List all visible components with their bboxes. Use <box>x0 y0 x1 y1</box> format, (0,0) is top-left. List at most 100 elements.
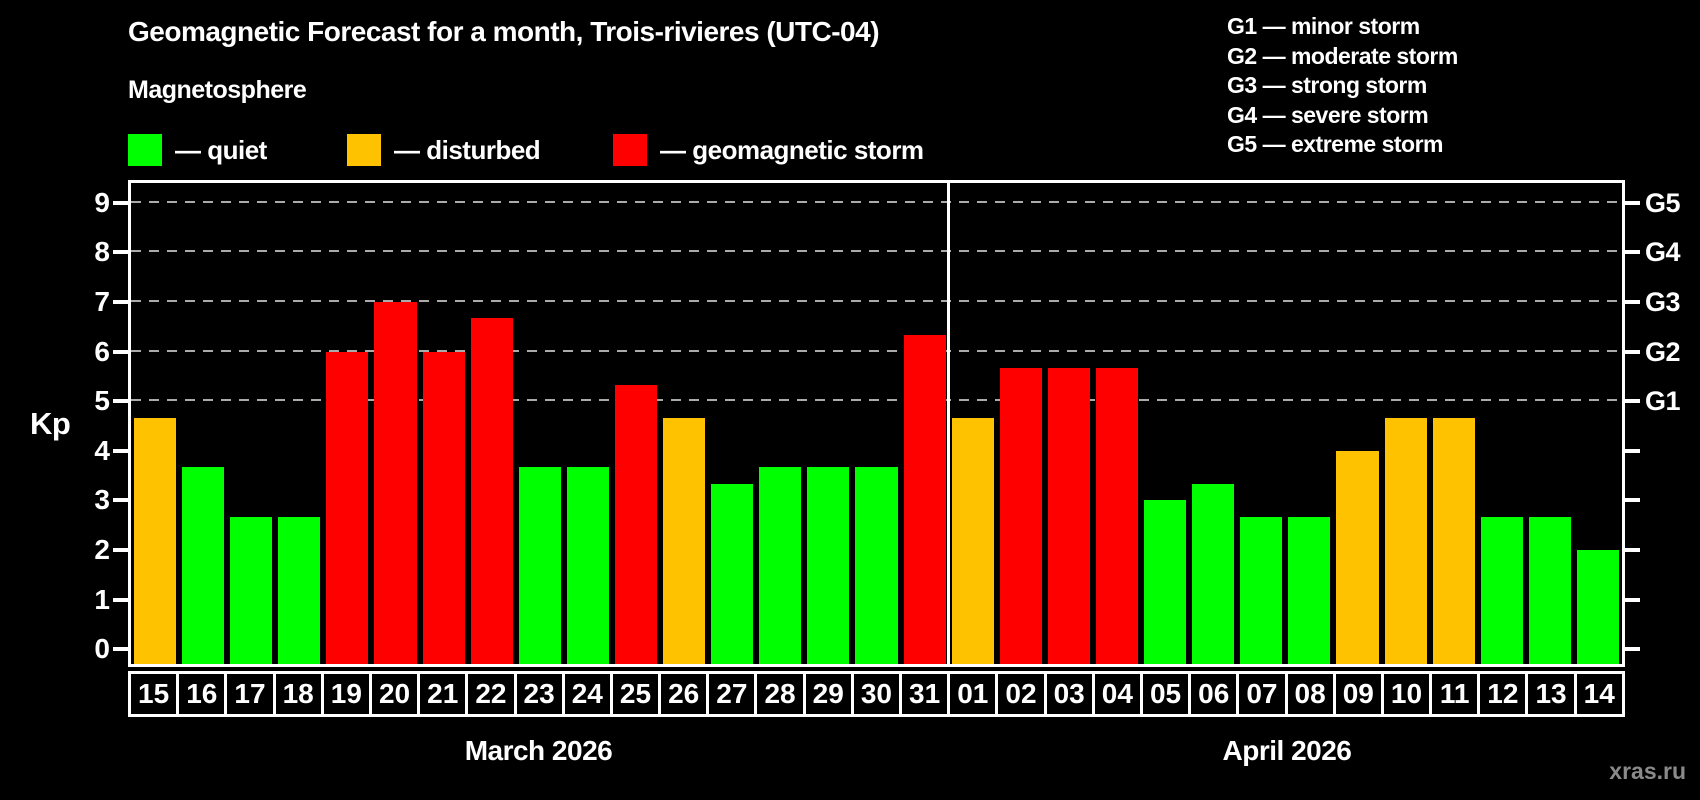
g-axis-label-G5: G5 <box>1645 187 1681 218</box>
y-tick-label-0: 0 <box>94 633 110 665</box>
g-legend-line: G3 — strong storm <box>1227 72 1427 98</box>
date-box-15: 15 <box>128 671 180 717</box>
right-tick-4 <box>1625 448 1640 453</box>
y-tick-label-2: 2 <box>94 533 110 565</box>
date-box-17: 17 <box>224 671 276 717</box>
gridline-kp-7 <box>131 300 1622 303</box>
left-tick-7 <box>113 300 128 304</box>
kp-bar-day-16 <box>182 467 225 664</box>
g-legend-line: G2 — moderate storm <box>1227 42 1458 69</box>
kp-bar-day-13 <box>1528 516 1571 664</box>
right-tick-2 <box>1625 547 1640 552</box>
kp-bar-day-02 <box>999 367 1042 664</box>
kp-bar-day-05 <box>1144 500 1187 664</box>
left-tick-6 <box>113 349 128 354</box>
y-tick-label-8: 8 <box>94 236 110 268</box>
date-box-23: 23 <box>513 671 565 717</box>
g-axis-label-G2: G2 <box>1645 336 1681 367</box>
gridline-kp-9 <box>131 200 1622 203</box>
y-tick-label-6: 6 <box>94 335 110 367</box>
kp-bar-day-28 <box>759 467 802 664</box>
legend-label: — disturbed <box>394 134 541 165</box>
kp-bar-day-25 <box>614 384 658 664</box>
date-box-25: 25 <box>609 671 662 717</box>
left-tick-5 <box>113 399 128 404</box>
date-box-08: 08 <box>1284 671 1336 717</box>
kp-bar-day-08 <box>1288 516 1331 664</box>
date-box-29: 29 <box>802 671 854 717</box>
left-tick-1 <box>113 597 128 602</box>
left-tick-0 <box>113 647 128 652</box>
right-tick-1 <box>1625 597 1640 602</box>
date-box-24: 24 <box>561 671 613 717</box>
date-box-21: 21 <box>417 671 469 717</box>
date-box-13: 13 <box>1525 671 1577 717</box>
right-tick-3 <box>1625 498 1640 503</box>
plot-area <box>128 180 1625 667</box>
date-box-04: 04 <box>1091 671 1143 717</box>
kp-bar-day-21 <box>422 351 465 664</box>
kp-bar-day-11 <box>1432 417 1475 664</box>
legend-label: — geomagnetic storm <box>660 134 924 165</box>
date-box-05: 05 <box>1139 671 1192 717</box>
date-box-28: 28 <box>754 671 806 717</box>
kp-bar-day-19 <box>326 351 369 664</box>
g-legend-line: G4 — severe storm <box>1227 101 1429 128</box>
kp-bar-day-12 <box>1480 516 1523 664</box>
right-tick-5 <box>1625 399 1640 404</box>
date-box-11: 11 <box>1429 671 1481 717</box>
kp-bar-day-10 <box>1384 417 1427 664</box>
date-box-10: 10 <box>1380 671 1433 717</box>
gridline-kp-5 <box>131 399 1622 402</box>
right-tick-0 <box>1625 647 1640 652</box>
y-tick-label-9: 9 <box>94 186 110 218</box>
kp-bar-day-27 <box>711 484 754 664</box>
storm-swatch-icon <box>613 134 647 166</box>
y-axis-label: Kp <box>30 406 71 441</box>
kp-bar-day-09 <box>1336 450 1379 664</box>
y-tick-label-1: 1 <box>94 583 110 615</box>
kp-bar-day-20 <box>374 302 417 664</box>
legend-item-storm: — geomagnetic storm <box>613 133 924 167</box>
y-tick-label-7: 7 <box>94 286 110 317</box>
date-box-07: 07 <box>1236 671 1288 717</box>
month-label-march: March 2026 <box>464 735 613 766</box>
date-box-26: 26 <box>658 671 710 717</box>
g-legend-line: G1 — minor storm <box>1227 13 1420 39</box>
kp-bar-day-22 <box>470 318 513 664</box>
date-box-20: 20 <box>368 671 421 717</box>
page-title: Geomagnetic Forecast for a month, Trois-… <box>128 16 880 47</box>
date-box-02: 02 <box>995 671 1047 717</box>
legend-label: — quiet <box>175 134 267 165</box>
kp-bar-day-15 <box>134 417 177 664</box>
kp-bar-day-26 <box>663 417 706 664</box>
gridline-kp-8 <box>131 250 1622 253</box>
g-legend-line: G5 — extreme storm <box>1227 131 1443 157</box>
left-tick-4 <box>113 448 128 453</box>
date-box-03: 03 <box>1043 671 1095 717</box>
date-box-14: 14 <box>1573 671 1625 717</box>
kp-bar-day-03 <box>1047 367 1090 664</box>
date-axis-row: 15 16 17 18 19 20 21 22 23 24 25 26 27 28 29 30 31 01 02 03… <box>128 671 1625 717</box>
disturbed-swatch-icon <box>347 134 381 166</box>
kp-bar-day-30 <box>855 467 898 664</box>
g-axis-label-G3: G3 <box>1645 287 1681 317</box>
date-box-01: 01 <box>947 671 999 717</box>
date-box-22: 22 <box>465 671 517 717</box>
left-tick-3 <box>113 498 128 503</box>
kp-bar-day-06 <box>1192 484 1235 664</box>
date-box-06: 06 <box>1188 671 1240 717</box>
kp-bar-day-17 <box>230 516 273 664</box>
right-tick-9 <box>1625 200 1640 205</box>
legend-item-quiet: — quiet <box>128 133 267 167</box>
kp-bar-day-23 <box>518 467 561 664</box>
g-scale-legend: G1 — minor storm G2 — moderate storm G3 … <box>1227 12 1458 160</box>
month-label-april: April 2026 <box>1222 735 1352 766</box>
left-tick-9 <box>113 200 128 205</box>
y-tick-label-3: 3 <box>94 484 110 516</box>
kp-bar-day-24 <box>566 467 609 664</box>
kp-bar-day-18 <box>278 516 321 664</box>
right-tick-8 <box>1625 250 1640 255</box>
kp-bar-day-07 <box>1240 516 1283 664</box>
date-box-31: 31 <box>899 671 951 717</box>
